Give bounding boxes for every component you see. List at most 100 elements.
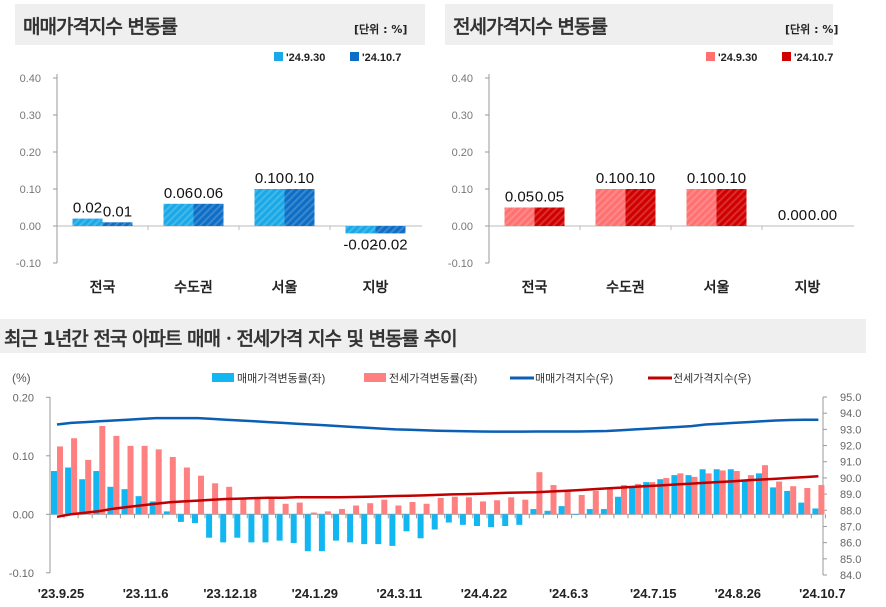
trend-right-tick-label: 87.0: [840, 521, 861, 533]
trend-legend-label: 전세가격변동률(좌): [389, 372, 477, 385]
jeonse-data-label: 0.00: [808, 207, 837, 224]
sale-change-bar: [403, 514, 410, 532]
jeonse-change-bar: [677, 473, 684, 515]
trend-chart-title: 최근 1년간 전국 아파트 매매ㆍ전세가격 지수 및 변동률 추이: [4, 328, 458, 350]
jeonse-change-bar: [606, 487, 613, 515]
jeonse-y-tick-label: 0.20: [452, 147, 473, 159]
sale-change-bar: [220, 514, 227, 543]
jeonse-change-bar: [508, 497, 515, 515]
sale-bar-hatch: [375, 226, 406, 234]
jeonse-category-label: 수도권: [606, 279, 645, 295]
trend-x-tick-label: '23.12.18: [203, 586, 257, 601]
jeonse-change-bar: [719, 470, 726, 515]
jeonse-change-bar: [480, 501, 486, 515]
jeonse-y-tick-label: 0.00: [452, 221, 473, 233]
sale-change-bar: [727, 469, 734, 515]
jeonse-category-label: 서울: [704, 279, 730, 295]
jeonse-legend-swatch: [782, 52, 791, 61]
jeonse-change-bar: [296, 502, 303, 515]
sale-change-bar: [192, 514, 198, 524]
jeonse-bar-hatch: [686, 189, 717, 226]
sale-y-tick-label: 0.40: [20, 73, 41, 85]
sale-change-bar: [741, 479, 748, 515]
trend-right-tick-label: 84.0: [840, 570, 861, 582]
sale-data-label: 0.06: [194, 185, 223, 202]
jeonse-change-bar: [451, 496, 458, 515]
trend-panel-titlebar: [0, 319, 866, 353]
trend-right-tick-label: 91.0: [840, 457, 861, 469]
sale-legend-label: '24.10.7: [362, 52, 401, 64]
sale-category-label: 지방: [363, 279, 389, 295]
jeonse-bar-hatch: [534, 207, 565, 226]
jeonse-change-bar: [141, 445, 148, 515]
sale-legend-swatch: [350, 52, 359, 61]
jeonse-change-bar: [564, 490, 571, 515]
sale-change-bar: [798, 502, 805, 515]
sale-legend-swatch: [274, 52, 283, 61]
trend-left-tick-label: 0.00: [13, 509, 34, 521]
jeonse-data-label: 0.05: [535, 189, 564, 206]
trend-x-tick-label: '24.1.29: [292, 586, 338, 601]
sale-change-bar: [65, 467, 72, 515]
jeonse-change-bar: [691, 476, 698, 515]
jeonse-change-bar: [635, 483, 642, 515]
jeonse-change-bar: [409, 502, 416, 515]
jeonse-y-tick-label: 0.30: [452, 110, 473, 122]
jeonse-data-label: 0.10: [596, 170, 625, 187]
jeonse-change-bar: [818, 485, 825, 515]
jeonse-bar-hatch: [716, 189, 747, 226]
sale-change-bar: [375, 514, 382, 545]
jeonse-legend-label: '24.10.7: [794, 52, 833, 64]
sale-y-tick-label: 0.10: [20, 184, 41, 196]
jeonse-change-bar: [155, 449, 162, 515]
jeonse-data-label: 0.05: [505, 189, 534, 206]
jeonse-change-bar: [423, 503, 430, 515]
jeonse-chart-unit: [단위 : %]: [785, 23, 839, 36]
jeonse-change-bar: [522, 499, 529, 515]
jeonse-change-bar: [240, 497, 247, 515]
sale-y-tick-label: 0.00: [20, 221, 41, 233]
trend-right-tick-label: 90.0: [840, 473, 861, 485]
jeonse-data-label: 0.10: [717, 170, 746, 187]
sale-change-bar: [93, 471, 100, 515]
jeonse-bar-hatch: [595, 189, 626, 226]
jeonse-change-bar: [99, 425, 106, 515]
jeonse-change-bar: [747, 475, 754, 515]
sale-bar-hatch: [193, 203, 224, 226]
jeonse-change-bar: [169, 456, 176, 515]
jeonse-change-bar: [324, 511, 331, 515]
trend-right-tick-label: 94.0: [840, 408, 861, 420]
jeonse-change-bar: [310, 512, 317, 515]
jeonse-data-label: 0.10: [687, 170, 716, 187]
trend-right-tick-label: 89.0: [840, 489, 861, 501]
jeonse-change-bar: [381, 499, 388, 515]
jeonse-y-tick-label: 0.10: [452, 184, 473, 196]
sale-change-bar: [713, 469, 720, 515]
jeonse-change-bar: [226, 486, 233, 515]
sale-change-bar: [770, 487, 777, 515]
jeonse-change-bar: [367, 503, 374, 515]
trend-legend-swatch: [364, 373, 386, 382]
trend-legend-swatch: [212, 373, 234, 382]
sale-change-bar: [163, 511, 170, 515]
trend-right-tick-label: 92.0: [840, 441, 861, 453]
trend-x-tick-label: '24.10.7: [799, 586, 845, 601]
jeonse-change-bar: [183, 467, 190, 515]
sale-change-bar: [544, 510, 551, 515]
sale-change-bar: [502, 514, 509, 526]
jeonse-change-bar: [663, 478, 670, 515]
sale-bar-hatch: [163, 203, 194, 226]
jeonse-category-label: 지방: [795, 279, 821, 295]
sale-category-label: 서울: [272, 279, 298, 295]
jeonse-category-label: 전국: [522, 279, 548, 295]
sale-data-label: 0.06: [164, 185, 193, 202]
jeonse-change-bar: [268, 496, 275, 515]
sale-change-bar: [304, 514, 311, 552]
jeonse-change-bar: [113, 435, 120, 515]
trend-legend-label: 매매가격변동률(좌): [237, 372, 325, 385]
sale-change-bar: [276, 514, 283, 541]
jeonse-change-bar: [85, 459, 92, 515]
sale-change-bar: [51, 471, 57, 515]
trend-legend-label: 전세가격지수(우): [673, 372, 751, 385]
trend-x-tick-label: '24.3.11: [377, 586, 423, 601]
